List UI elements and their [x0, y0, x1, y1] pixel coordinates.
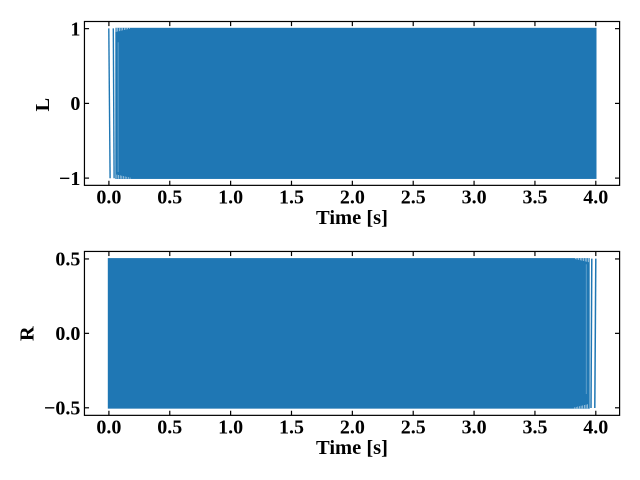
svg-text:R: R — [17, 326, 39, 341]
svg-text:2.0: 2.0 — [340, 417, 365, 439]
svg-text:2.0: 2.0 — [340, 187, 365, 209]
svg-text:0.0: 0.0 — [96, 417, 121, 439]
svg-text:Time [s]: Time [s] — [316, 207, 388, 229]
svg-text:3.5: 3.5 — [522, 417, 547, 439]
svg-text:3.5: 3.5 — [522, 187, 547, 209]
svg-text:−1: −1 — [59, 168, 80, 190]
svg-text:Time [s]: Time [s] — [316, 437, 388, 459]
svg-text:0.0: 0.0 — [55, 323, 80, 345]
svg-text:0.0: 0.0 — [96, 187, 121, 209]
svg-text:4.0: 4.0 — [583, 187, 608, 209]
svg-text:2.5: 2.5 — [401, 417, 426, 439]
svg-text:L: L — [32, 98, 54, 112]
svg-text:0: 0 — [70, 93, 80, 115]
svg-text:2.5: 2.5 — [401, 187, 426, 209]
svg-text:3.0: 3.0 — [462, 417, 487, 439]
svg-text:1.5: 1.5 — [279, 417, 304, 439]
svg-text:0.5: 0.5 — [157, 187, 182, 209]
svg-text:0.5: 0.5 — [55, 249, 80, 271]
svg-text:−0.5: −0.5 — [44, 398, 80, 420]
svg-text:1.0: 1.0 — [218, 417, 243, 439]
svg-text:1: 1 — [70, 18, 80, 40]
svg-text:1.0: 1.0 — [218, 187, 243, 209]
svg-text:4.0: 4.0 — [583, 417, 608, 439]
svg-text:1.5: 1.5 — [279, 187, 304, 209]
svg-text:3.0: 3.0 — [462, 187, 487, 209]
svg-text:0.5: 0.5 — [157, 417, 182, 439]
